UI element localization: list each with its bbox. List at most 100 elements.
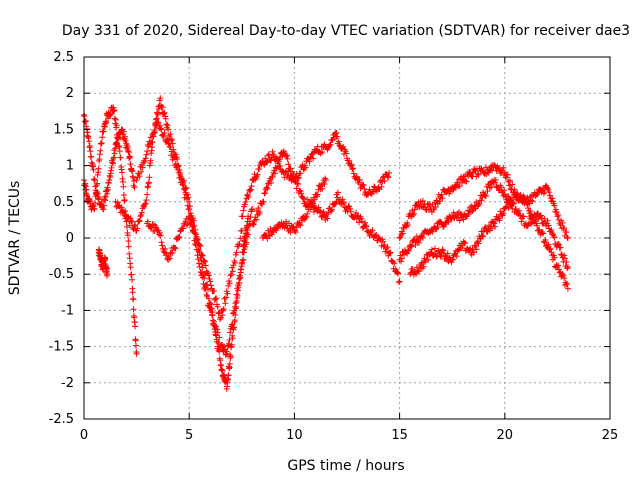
- track-point: [236, 240, 243, 247]
- data-point: [133, 177, 140, 184]
- track-point: [348, 161, 355, 168]
- track-point: [256, 208, 263, 215]
- track-point: [227, 353, 234, 360]
- track-point: [157, 232, 164, 239]
- track-point: [334, 133, 341, 140]
- track-point: [228, 341, 235, 348]
- track-point: [208, 309, 215, 316]
- track-point: [316, 209, 323, 216]
- track-point: [361, 185, 368, 192]
- track-point: [561, 255, 568, 262]
- track-point: [394, 269, 401, 276]
- track-point: [123, 223, 130, 230]
- track-point: [213, 323, 220, 330]
- track-point: [300, 195, 307, 202]
- track-point: [95, 193, 102, 200]
- track-point: [191, 229, 198, 236]
- track-point: [473, 246, 480, 253]
- track-point: [295, 181, 302, 188]
- track-point: [112, 116, 119, 123]
- track-point: [125, 243, 132, 250]
- track-point: [319, 149, 326, 156]
- x-tick-label: 20: [497, 428, 514, 443]
- track-point: [411, 206, 418, 213]
- track-point: [293, 185, 300, 192]
- track-point: [134, 225, 141, 232]
- track-point: [346, 157, 353, 164]
- track-point: [359, 218, 366, 225]
- track-point: [461, 240, 468, 247]
- track-point: [524, 201, 531, 208]
- track-point: [429, 228, 436, 235]
- track-point: [395, 270, 402, 277]
- track-point: [213, 295, 220, 302]
- track-point: [225, 372, 232, 379]
- track-point: [129, 168, 136, 175]
- y-tick-label: -0.5: [49, 267, 74, 282]
- x-tick-label: 15: [391, 428, 408, 443]
- data-point: [238, 227, 245, 234]
- track-point: [551, 254, 558, 261]
- track-point: [268, 179, 275, 186]
- track-point: [235, 284, 242, 291]
- track-point: [395, 279, 402, 286]
- track-point: [120, 207, 127, 214]
- track-point: [303, 213, 310, 220]
- track-point: [475, 171, 482, 178]
- track-point: [408, 243, 415, 250]
- track-point: [207, 305, 214, 312]
- track-point: [540, 230, 547, 237]
- track-point: [255, 205, 262, 212]
- track-point: [238, 263, 245, 270]
- track-point: [226, 360, 233, 367]
- track-point: [549, 195, 556, 202]
- data-point: [240, 249, 247, 256]
- track-point: [110, 154, 117, 161]
- track-point: [343, 150, 350, 157]
- track-point: [419, 197, 426, 204]
- y-tick-label: 2: [66, 86, 74, 101]
- track-point: [419, 234, 426, 241]
- track-point: [222, 300, 229, 307]
- series-sat-track-11: [333, 189, 403, 286]
- track-point: [163, 250, 170, 257]
- track-point: [358, 215, 365, 222]
- track-point: [216, 334, 223, 341]
- track-point: [347, 208, 354, 215]
- track-point: [381, 177, 388, 184]
- track-point: [541, 215, 548, 222]
- data-point: [228, 271, 235, 278]
- track-point: [184, 220, 191, 227]
- track-point: [391, 260, 398, 267]
- track-point: [511, 186, 518, 193]
- track-point: [545, 241, 552, 248]
- track-point: [226, 280, 233, 287]
- track-point: [520, 213, 527, 220]
- track-point: [250, 221, 257, 228]
- track-point: [498, 184, 505, 191]
- track-point: [546, 189, 553, 196]
- track-point: [529, 198, 536, 205]
- track-point: [166, 255, 173, 262]
- track-point: [233, 299, 240, 306]
- track-point: [194, 236, 201, 243]
- track-point: [490, 219, 497, 226]
- track-point: [136, 173, 143, 180]
- track-point: [138, 209, 145, 216]
- track-point: [537, 212, 544, 219]
- track-point: [168, 136, 175, 143]
- track-point: [492, 223, 499, 230]
- track-point: [327, 141, 334, 148]
- track-point: [192, 226, 199, 233]
- series-sat-track-1: [81, 111, 138, 213]
- data-point: [322, 177, 329, 184]
- track-point: [561, 275, 568, 282]
- track-point: [489, 225, 496, 232]
- track-point: [94, 180, 101, 187]
- track-point: [363, 223, 370, 230]
- track-point: [179, 181, 186, 188]
- track-point: [147, 157, 154, 164]
- track-point: [265, 180, 272, 187]
- data-point: [144, 191, 151, 198]
- x-axis-label: GPS time / hours: [287, 458, 404, 474]
